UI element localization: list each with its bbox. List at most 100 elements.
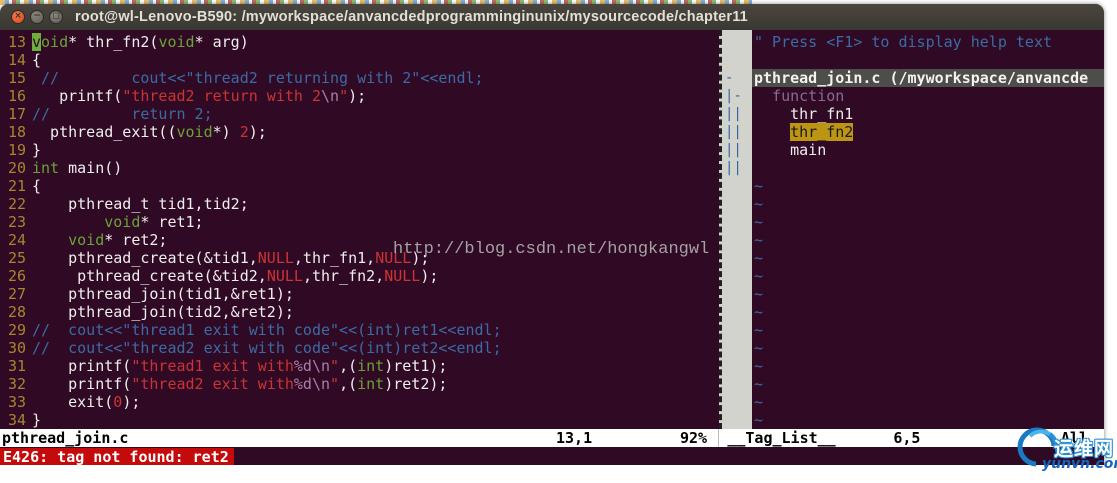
code-token: ~	[754, 267, 764, 285]
titlebar[interactable]: × − ◻ root@wl-Lenovo-B590: /myworkspace/…	[0, 4, 1104, 30]
taglist-window[interactable]: " Press <F1> to display help text pthread…	[752, 30, 1104, 429]
fold-marker[interactable]: -	[725, 70, 734, 86]
fold-column-blank	[722, 393, 752, 411]
fold-column-blank	[722, 357, 752, 375]
code-line[interactable]: 27 pthread_join(tid1,&ret1);	[0, 285, 719, 303]
code-token: );	[348, 87, 367, 105]
fold-column-blank	[722, 249, 752, 267]
code-line[interactable]: 17 // return 2;	[0, 105, 719, 123]
maximize-button[interactable]: ◻	[49, 10, 63, 24]
line-number: 33	[7, 393, 26, 411]
window-title: root@wl-Lenovo-B590: /myworkspace/anvanc…	[75, 9, 748, 25]
code-line[interactable]: 29 // cout<<"thread1 exit with code"<<(in…	[0, 321, 719, 339]
code-line[interactable]: 30 // cout<<"thread2 exit with code"<<(in…	[0, 339, 719, 357]
taglist-row: ~	[752, 231, 1104, 249]
code-token: 2	[239, 123, 249, 141]
fold-column-blank	[722, 411, 752, 429]
code-token: }	[32, 411, 42, 429]
code-token: ~	[754, 339, 764, 357]
code-line[interactable]: 24 void* ret2;	[0, 231, 719, 249]
terminal-window: × − ◻ root@wl-Lenovo-B590: /myworkspace/…	[0, 4, 1104, 466]
code-line[interactable]: 21 {	[0, 177, 719, 195]
taglist-row: ~	[752, 285, 1104, 303]
code-token: ~	[754, 375, 764, 393]
code-token: "thread2 exit with	[131, 375, 294, 393]
code-line[interactable]: 14 {	[0, 51, 719, 69]
code-token: {	[32, 177, 42, 195]
code-line[interactable]: 33 exit(0);	[0, 393, 719, 411]
line-number: 22	[7, 195, 26, 213]
minimize-button[interactable]: −	[30, 10, 44, 24]
code-line[interactable]: 34}	[0, 411, 719, 429]
code-token: * arg)	[194, 33, 249, 51]
code-token: ~	[754, 303, 764, 321]
code-line[interactable]: 22 pthread_t tid1,tid2;	[0, 195, 719, 213]
line-number: 29	[7, 321, 26, 339]
code-token: ,(	[339, 357, 358, 375]
code-line[interactable]: 19}	[0, 141, 719, 159]
code-line[interactable]: 26 pthread_create(&tid2,NULL,thr_fn2,NUL…	[0, 267, 719, 285]
taglist-row	[752, 159, 1104, 177]
taglist-file-header[interactable]: pthread_join.c (/myworkspace/anvancde	[752, 69, 1104, 87]
fold-marker[interactable]: ||	[725, 124, 742, 140]
code-token: );	[411, 249, 430, 267]
status-filename: pthread_join.c	[2, 429, 129, 447]
code-token: *)	[212, 123, 240, 141]
fold-marker[interactable]: ||	[725, 106, 742, 122]
code-token	[32, 231, 68, 249]
code-line[interactable]: 31 printf("thread1 exit with%d\n",(int)r…	[0, 357, 719, 375]
code-line[interactable]: 18 pthread_exit((void*) 2);	[0, 123, 719, 141]
code-line[interactable]: 28 pthread_join(tid2,&ret2);	[0, 303, 719, 321]
code-line[interactable]: 25 pthread_create(&tid1,NULL,thr_fn1,NUL…	[0, 249, 719, 267]
line-number: 31	[7, 357, 26, 375]
code-token: %d	[293, 357, 312, 375]
code-token: int	[357, 357, 385, 375]
line-number: 28	[7, 303, 26, 321]
taglist-row	[752, 51, 1104, 69]
code-token: oid	[41, 33, 69, 51]
page-bottom-strip: 上传图片	[0, 465, 1117, 483]
code-token: v	[32, 33, 42, 51]
command-line[interactable]: E426: tag not found: ret2	[0, 447, 1104, 466]
taglist-row: ~	[752, 267, 1104, 285]
minimize-icon: −	[33, 11, 41, 21]
code-line[interactable]: 20 int main()	[0, 159, 719, 177]
code-token: "	[339, 87, 349, 105]
code-token: NULL	[384, 267, 421, 285]
fold-marker[interactable]: |-	[725, 88, 742, 104]
tag-item-main[interactable]: main	[752, 141, 1104, 159]
code-token: ~	[754, 285, 764, 303]
code-line[interactable]: 13 void* thr_fn2(void* arg)	[0, 33, 719, 51]
tag-item-thr_fn1[interactable]: thr_fn1	[752, 105, 1104, 123]
code-line[interactable]: 32 printf("thread2 exit with%d\n",(int)r…	[0, 375, 719, 393]
taglist-row: ~	[752, 393, 1104, 411]
taglist-row: ~	[752, 177, 1104, 195]
fold-column-blank	[722, 177, 752, 195]
line-number: 25	[7, 249, 26, 267]
code-token: ~	[754, 357, 764, 375]
status-bars: pthread_join.c 13,1 92% __Tag_List__ 6,5…	[0, 429, 1104, 447]
status-taglist-name: __Tag_List__	[727, 429, 836, 447]
code-token: void	[68, 231, 105, 249]
code-token: ~	[754, 195, 764, 213]
code-token: " Press <F1> to display help text	[754, 33, 1053, 51]
fold-marker[interactable]: ||	[725, 160, 742, 176]
fold-column-blank	[722, 213, 752, 231]
fold-marker[interactable]: ||	[725, 142, 742, 158]
tag-item-thr_fn2[interactable]: thr_fn2	[752, 123, 1104, 141]
line-number: 19	[7, 141, 26, 159]
code-line[interactable]: 16 printf("thread2 return with 2\n");	[0, 87, 719, 105]
code-window[interactable]: 13 void* thr_fn2(void* arg) 14{15 // cout<…	[0, 30, 719, 429]
fold-column[interactable]: - |- || || || ||	[719, 30, 752, 429]
code-token: pthread_join(tid2,&ret2);	[32, 303, 294, 321]
code-token: ~	[754, 231, 764, 249]
fold-column-blank	[722, 285, 752, 303]
code-line[interactable]: 23 void* ret1;	[0, 213, 719, 231]
code-token: main()	[59, 159, 123, 177]
code-token	[754, 123, 790, 141]
code-line[interactable]: 15 // cout<<"thread2 returning with 2"<<…	[0, 69, 719, 87]
close-button[interactable]: ×	[11, 10, 25, 24]
taglist-row: " Press <F1> to display help text	[752, 33, 1104, 51]
line-number: 32	[7, 375, 26, 393]
